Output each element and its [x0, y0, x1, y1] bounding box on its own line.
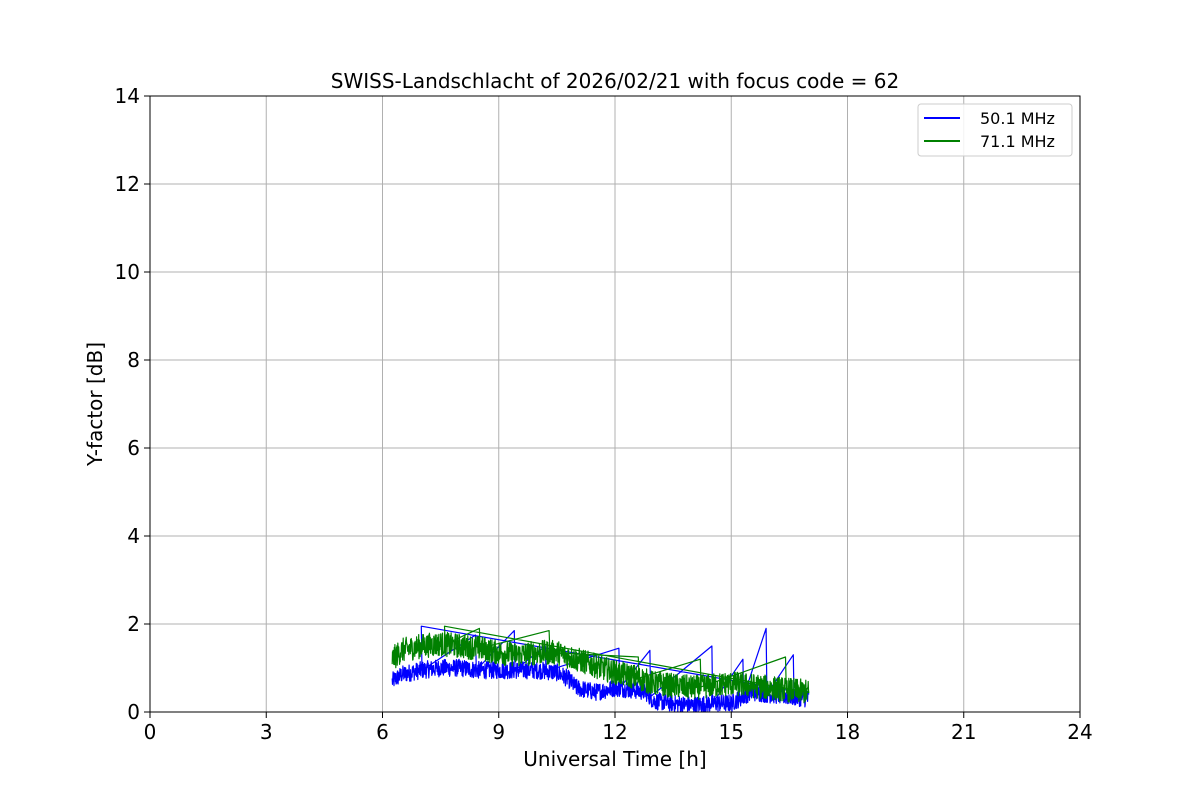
- x-tick-label: 21: [951, 720, 976, 744]
- x-axis-label: Universal Time [h]: [523, 747, 706, 771]
- chart-title: SWISS-Landschlacht of 2026/02/21 with fo…: [331, 69, 899, 93]
- y-tick-label: 2: [127, 612, 140, 636]
- y-axis-label: Y-factor [dB]: [83, 342, 107, 467]
- x-tick-label: 6: [376, 720, 389, 744]
- x-tick-label: 24: [1067, 720, 1092, 744]
- y-tick-label: 8: [127, 348, 140, 372]
- legend-label-71-1-mhz: 71.1 MHz: [980, 132, 1055, 151]
- legend-label-50-1-mhz: 50.1 MHz: [980, 109, 1055, 128]
- legend: 50.1 MHz 71.1 MHz: [917, 103, 1073, 157]
- x-tick-label: 12: [602, 720, 627, 744]
- y-tick-label: 6: [127, 436, 140, 460]
- x-tick-label: 18: [835, 720, 860, 744]
- y-tick-label: 12: [115, 172, 140, 196]
- series-line-71-1-mhz: [391, 625, 810, 704]
- x-tick-label: 15: [719, 720, 744, 744]
- series-layer: [391, 625, 810, 713]
- y-tick-label: 14: [115, 84, 140, 108]
- y-tick-label: 4: [127, 524, 140, 548]
- y-tick-label: 10: [115, 260, 140, 284]
- x-tick-label: 9: [492, 720, 505, 744]
- x-tick-label: 3: [260, 720, 273, 744]
- x-tick-label: 0: [144, 720, 157, 744]
- y-tick-label: 0: [127, 700, 140, 724]
